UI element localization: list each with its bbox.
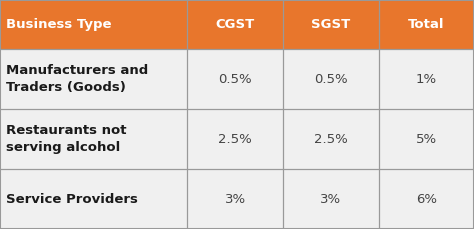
Text: Service Providers: Service Providers (6, 193, 137, 206)
Text: Total: Total (408, 18, 445, 31)
Text: 6%: 6% (416, 193, 437, 206)
Text: 2.5%: 2.5% (314, 133, 348, 146)
Text: SGST: SGST (311, 18, 350, 31)
Bar (0, 0, 474, 49)
Text: 2.5%: 2.5% (218, 133, 252, 146)
Text: 0.5%: 0.5% (314, 73, 347, 86)
Text: 3%: 3% (320, 193, 341, 206)
Text: Manufacturers and
Traders (Goods): Manufacturers and Traders (Goods) (6, 64, 148, 94)
Text: CGST: CGST (216, 18, 255, 31)
Text: 3%: 3% (225, 193, 246, 206)
Text: 1%: 1% (416, 73, 437, 86)
Text: Restaurants not
serving alcohol: Restaurants not serving alcohol (6, 124, 126, 154)
Text: 5%: 5% (416, 133, 437, 146)
Text: 0.5%: 0.5% (219, 73, 252, 86)
Text: Business Type: Business Type (6, 18, 111, 31)
